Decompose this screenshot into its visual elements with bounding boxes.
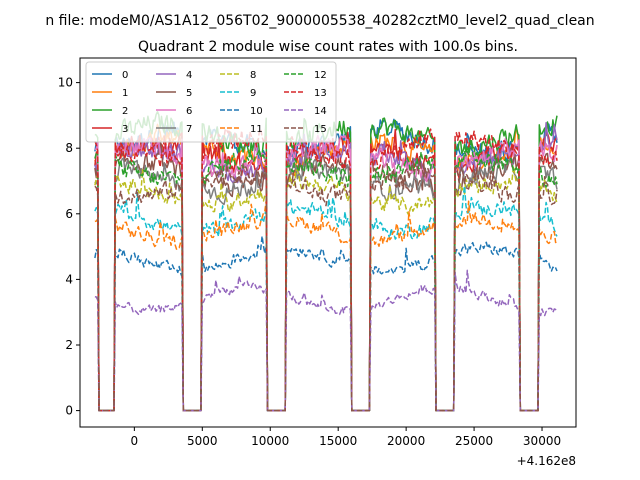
series-line-12 (94, 139, 558, 412)
legend-label: 2 (122, 106, 128, 117)
x-tick-label: 15000 (319, 434, 357, 448)
y-tick-label: 0 (65, 404, 73, 418)
legend-label: 4 (186, 70, 192, 81)
y-tick-label: 8 (65, 141, 73, 155)
series-layer (94, 110, 558, 412)
x-tick-label: 10000 (251, 434, 289, 448)
series-line-10 (94, 235, 558, 412)
series-line-11 (94, 200, 558, 412)
x-tick-label: 30000 (523, 434, 561, 448)
x-tick-label: 25000 (455, 434, 493, 448)
y-tick-label: 10 (58, 76, 73, 90)
legend-label: 12 (314, 70, 327, 81)
series-line-13 (94, 128, 558, 412)
figure-suptitle: n file: modeM0/AS1A12_056T02_9000005538_… (45, 13, 594, 29)
legend-label: 9 (250, 88, 256, 99)
legend-label: 15 (314, 124, 327, 135)
series-line-8 (94, 165, 558, 412)
x-tick-label: 5000 (187, 434, 218, 448)
y-tick-label: 4 (65, 272, 73, 286)
y-axis: 0 2 4 6 8 10 (58, 76, 80, 418)
legend-label: 3 (122, 124, 128, 135)
legend-box (85, 61, 337, 143)
legend-label: 10 (250, 106, 263, 117)
legend-label: 6 (186, 106, 192, 117)
legend-label: 13 (314, 88, 327, 99)
plot-frame (79, 57, 577, 428)
chart-title: Quadrant 2 module wise count rates with … (138, 39, 518, 55)
legend-label: 8 (250, 70, 256, 81)
y-tick-label: 6 (65, 207, 73, 221)
x-tick-label: 20000 (387, 434, 425, 448)
series-line-9 (94, 185, 558, 412)
legend-label: 1 (122, 88, 128, 99)
legend-label: 0 (122, 70, 128, 81)
legend-label: 14 (314, 106, 327, 117)
series-line-7 (94, 150, 558, 412)
x-tick-label: 0 (131, 434, 139, 448)
legend-label: 7 (186, 124, 192, 135)
legend-label: 5 (186, 88, 192, 99)
series-line-15 (94, 155, 558, 412)
series-line-14 (94, 269, 558, 412)
x-axis: 0 5000 10000 15000 20000 25000 30000 (131, 427, 561, 448)
legend-label: 11 (250, 124, 263, 135)
y-tick-label: 2 (65, 338, 73, 352)
x-axis-offset-label: +4.162e8 (517, 454, 576, 468)
